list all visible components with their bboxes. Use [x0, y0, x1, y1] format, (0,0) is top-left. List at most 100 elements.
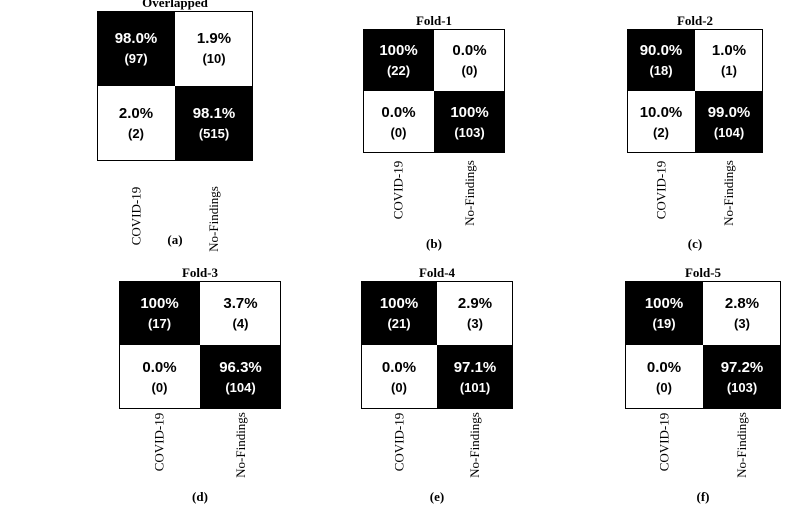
cell-count: (0): [461, 62, 478, 78]
col-label: COVID-19: [652, 160, 668, 219]
panel-label: (c): [687, 236, 703, 251]
matrix-title: Fold-5: [684, 265, 722, 280]
matrix-cell: 0.0% (0): [361, 345, 437, 409]
matrix-cell: 98.0% (97): [97, 11, 175, 86]
cell-count: (101): [459, 379, 491, 395]
cell-count: (21): [387, 315, 411, 331]
matrix-cell: 10.0% (2): [627, 91, 695, 153]
matrix-title: Overlapped: [142, 0, 208, 10]
cell-percent: 3.7%: [223, 294, 258, 312]
cell-count: (2): [128, 126, 144, 141]
cell-count: (18): [649, 62, 673, 78]
matrix-cell: 0.0% (0): [625, 345, 703, 409]
matrix-cell: 2.8% (3): [703, 281, 781, 345]
matrix-cell: 90.0% (18): [627, 29, 695, 91]
matrix-title: Fold-2: [676, 13, 714, 28]
matrix-cell: 3.7% (4): [200, 281, 281, 345]
cell-count: (3): [734, 315, 750, 331]
cell-count: (2): [653, 124, 669, 140]
matrix-cell: 100% (22): [363, 29, 434, 91]
col-label: COVID-19: [390, 412, 406, 471]
matrix-cell: 0.0% (0): [119, 345, 200, 409]
col-label: No-Findings: [466, 412, 482, 478]
cell-percent: 0.0%: [381, 358, 417, 376]
matrix-cell: 0.0% (0): [363, 91, 434, 153]
col-label: COVID-19: [390, 160, 406, 219]
cell-percent: 2.0%: [118, 105, 154, 122]
cell-percent: 0.0%: [142, 358, 177, 376]
cell-percent: 90.0%: [639, 41, 683, 59]
cell-percent: 97.1%: [453, 358, 497, 376]
col-label: No-Findings: [461, 160, 477, 226]
matrix-title: Fold-1: [415, 13, 453, 28]
cell-count: (97): [124, 51, 148, 66]
cell-count: (17): [147, 315, 172, 331]
cell-percent: 100%: [644, 294, 684, 312]
col-label: No-Findings: [720, 160, 736, 226]
cell-percent: 98.0%: [114, 30, 158, 47]
cell-percent: 0.0%: [646, 358, 682, 376]
matrix-cell: 100% (103): [434, 91, 505, 153]
cell-percent: 1.0%: [711, 41, 747, 59]
cell-count: (0): [151, 379, 168, 395]
matrix-grid: 100% (17) 3.7% (4) 0.0% (0) 96.3% (104): [119, 281, 281, 409]
cell-count: (19): [652, 315, 676, 331]
matrix-grid: 100% (22) 0.0% (0) 0.0% (0) 100% (103): [363, 29, 505, 153]
panel-label: (f): [696, 489, 710, 504]
matrix-title: Fold-3: [181, 265, 219, 280]
cell-count: (0): [390, 124, 407, 140]
cell-percent: 97.2%: [720, 358, 764, 376]
cell-percent: 100%: [379, 294, 419, 312]
matrix-cell: 100% (19): [625, 281, 703, 345]
matrix-cell: 1.9% (10): [175, 11, 253, 86]
matrix-cell: 96.3% (104): [200, 345, 281, 409]
matrix-grid: 98.0% (97) 1.9% (10) 2.0% (2) 98.1% (515): [97, 11, 253, 161]
cell-count: (22): [386, 62, 411, 78]
cell-count: (103): [726, 379, 758, 395]
panel-label: (d): [192, 489, 208, 504]
matrix-cell: 97.1% (101): [437, 345, 513, 409]
matrix-cell: 100% (17): [119, 281, 200, 345]
cell-percent: 2.9%: [457, 294, 493, 312]
col-label: No-Findings: [232, 412, 248, 478]
matrix-cell: 98.1% (515): [175, 86, 253, 161]
matrix-cell: 2.0% (2): [97, 86, 175, 161]
panel-label: (b): [426, 236, 442, 251]
col-label: COVID-19: [655, 412, 671, 471]
cell-percent: 98.1%: [192, 105, 236, 122]
cell-count: (103): [454, 124, 485, 140]
cell-percent: 100%: [379, 41, 418, 59]
matrix-grid: 100% (19) 2.8% (3) 0.0% (0) 97.2% (103): [625, 281, 781, 409]
matrix-grid: 90.0% (18) 1.0% (1) 10.0% (2) 99.0% (104): [627, 29, 763, 153]
cell-count: (0): [391, 379, 407, 395]
col-label: COVID-19: [151, 412, 167, 471]
cell-percent: 10.0%: [639, 103, 683, 121]
panel-label: (e): [429, 489, 445, 504]
matrix-cell: 0.0% (0): [434, 29, 505, 91]
matrix-cell: 97.2% (103): [703, 345, 781, 409]
cell-count: (515): [198, 126, 230, 141]
cell-count: (104): [225, 379, 256, 395]
matrix-cell: 99.0% (104): [695, 91, 763, 153]
matrix-cell: 100% (21): [361, 281, 437, 345]
matrix-cell: 2.9% (3): [437, 281, 513, 345]
cell-percent: 96.3%: [219, 358, 262, 376]
cell-percent: 99.0%: [707, 103, 751, 121]
cell-percent: 100%: [140, 294, 179, 312]
matrix-title: Fold-4: [418, 265, 456, 280]
matrix-cell: 1.0% (1): [695, 29, 763, 91]
cell-count: (104): [713, 124, 745, 140]
cell-percent: 1.9%: [196, 30, 232, 47]
matrix-grid: 100% (21) 2.9% (3) 0.0% (0) 97.1% (101): [361, 281, 513, 409]
col-label: No-Findings: [733, 412, 749, 478]
cell-percent: 0.0%: [381, 103, 416, 121]
cell-count: (10): [202, 51, 226, 66]
cell-percent: 100%: [450, 103, 489, 121]
cell-count: (0): [656, 379, 672, 395]
cell-percent: 0.0%: [452, 41, 487, 59]
cell-count: (1): [721, 62, 737, 78]
cell-percent: 2.8%: [724, 294, 760, 312]
panel-label: (a): [167, 232, 183, 247]
cell-count: (3): [467, 315, 483, 331]
